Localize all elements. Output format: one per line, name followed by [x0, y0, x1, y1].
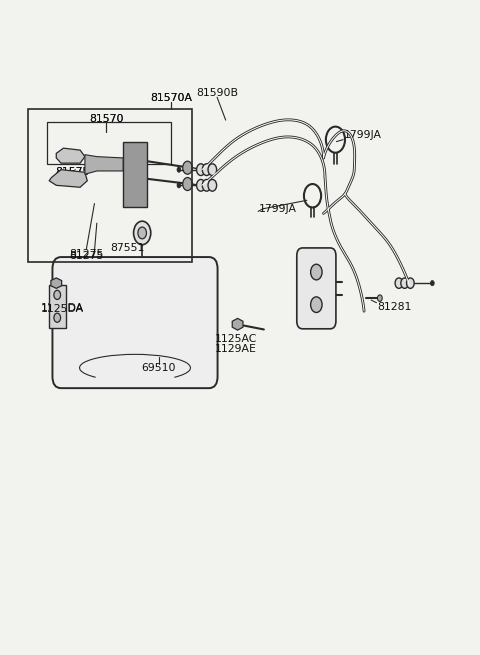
Text: 1799JA: 1799JA [344, 130, 382, 140]
Polygon shape [51, 278, 61, 288]
Text: 1125DA: 1125DA [41, 303, 84, 313]
Polygon shape [56, 148, 85, 163]
Circle shape [133, 221, 151, 245]
Bar [123, 141, 147, 207]
Polygon shape [49, 170, 87, 187]
Circle shape [202, 179, 211, 191]
Text: 69510: 69510 [142, 363, 176, 373]
FancyBboxPatch shape [297, 248, 336, 329]
Circle shape [197, 164, 205, 176]
Circle shape [199, 183, 203, 189]
Circle shape [177, 167, 181, 172]
Polygon shape [85, 155, 123, 174]
FancyBboxPatch shape [52, 257, 217, 388]
Text: 81570: 81570 [89, 114, 124, 124]
Circle shape [431, 280, 434, 286]
Circle shape [407, 278, 414, 288]
Circle shape [208, 179, 216, 191]
Bar [47, 122, 171, 164]
Text: 81570: 81570 [89, 114, 124, 124]
Circle shape [401, 278, 408, 288]
Polygon shape [232, 318, 243, 330]
Circle shape [138, 227, 146, 239]
Text: 87551: 87551 [111, 243, 145, 253]
Bar [28, 109, 192, 262]
Text: 1125AC: 1125AC [215, 334, 257, 345]
Text: 81570A: 81570A [150, 93, 192, 103]
Circle shape [199, 167, 203, 172]
Circle shape [311, 297, 322, 312]
Text: 81275: 81275 [69, 251, 104, 261]
Circle shape [183, 161, 192, 174]
Circle shape [183, 178, 192, 191]
Text: 1129AE: 1129AE [215, 344, 257, 354]
Circle shape [311, 264, 322, 280]
Circle shape [377, 295, 382, 301]
Text: 81281: 81281 [377, 302, 412, 312]
Text: 81275: 81275 [69, 250, 104, 259]
Text: 81575: 81575 [55, 167, 89, 178]
Circle shape [54, 313, 60, 322]
Circle shape [208, 164, 216, 176]
Circle shape [54, 290, 60, 299]
Bar [49, 285, 66, 328]
Text: 1799JA: 1799JA [259, 204, 297, 214]
Circle shape [202, 164, 211, 176]
Circle shape [395, 278, 403, 288]
Text: 81570A: 81570A [150, 93, 192, 103]
Text: 81590B: 81590B [196, 88, 238, 98]
Text: 1125DA: 1125DA [41, 304, 84, 314]
Text: 81575: 81575 [55, 167, 89, 178]
Circle shape [197, 179, 205, 191]
Circle shape [177, 183, 181, 188]
